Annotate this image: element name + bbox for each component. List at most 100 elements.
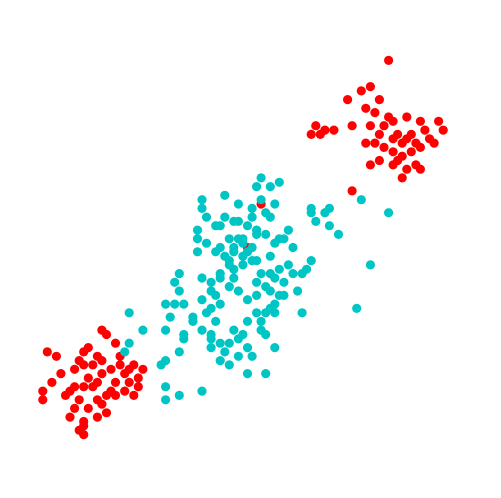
scatter-point <box>343 95 352 104</box>
scatter-point <box>216 356 225 365</box>
scatter-point <box>134 373 143 382</box>
scatter-point <box>261 230 270 239</box>
scatter-point <box>325 221 334 230</box>
scatter-point <box>266 286 275 295</box>
scatter-point <box>97 400 106 409</box>
scatter-point <box>102 391 111 400</box>
scatter-point <box>234 352 243 361</box>
scatter-point <box>193 234 202 243</box>
scatter-point <box>211 221 220 230</box>
scatter-point <box>252 182 261 191</box>
scatter-point <box>379 121 388 130</box>
scatter-point <box>188 317 197 326</box>
scatter-point <box>120 369 129 378</box>
scatter-point <box>384 56 393 65</box>
scatter-point <box>175 347 184 356</box>
scatter-point <box>202 239 211 248</box>
scatter-point <box>307 204 316 213</box>
scatter-point <box>43 347 52 356</box>
scatter-point <box>97 356 106 365</box>
scatter-point <box>416 165 425 174</box>
scatter-point <box>125 378 134 387</box>
scatter-point <box>111 391 120 400</box>
scatter-point <box>161 300 170 309</box>
scatter-point <box>266 252 275 261</box>
scatter-point <box>202 213 211 222</box>
scatter-point <box>52 352 61 361</box>
scatter-point <box>284 226 293 235</box>
scatter-point <box>207 278 216 287</box>
scatter-point <box>234 199 243 208</box>
scatter-point <box>79 382 88 391</box>
scatter-point <box>275 265 284 274</box>
scatter-point <box>197 326 206 335</box>
scatter-point <box>161 326 170 335</box>
scatter-point <box>70 365 79 374</box>
scatter-point <box>257 317 266 326</box>
scatter-point <box>234 286 243 295</box>
scatter-point <box>170 278 179 287</box>
scatter-point <box>202 308 211 317</box>
scatter-point <box>252 308 261 317</box>
scatter-point <box>257 173 266 182</box>
scatter-point <box>84 343 93 352</box>
scatter-point <box>138 326 147 335</box>
scatter-point <box>379 143 388 152</box>
scatter-point <box>370 139 379 148</box>
scatter-point <box>84 404 93 413</box>
scatter-point <box>211 317 220 326</box>
scatter-point <box>357 86 366 95</box>
scatter-point <box>261 369 270 378</box>
scatter-point <box>234 217 243 226</box>
scatter-point <box>366 82 375 91</box>
scatter-point <box>243 221 252 230</box>
scatter-point <box>389 147 398 156</box>
scatter-point <box>197 387 206 396</box>
scatter-point <box>225 234 234 243</box>
scatter-point <box>361 104 370 113</box>
scatter-point <box>111 378 120 387</box>
scatter-point <box>229 326 238 335</box>
scatter-point <box>93 378 102 387</box>
scatter-point <box>216 339 225 348</box>
scatter-point <box>84 373 93 382</box>
scatter-point <box>238 260 247 269</box>
scatter-point <box>93 413 102 422</box>
scatter-point <box>398 139 407 148</box>
scatter-point <box>284 260 293 269</box>
scatter-point <box>302 265 311 274</box>
scatter-point <box>129 391 138 400</box>
scatter-point <box>225 360 234 369</box>
scatter-point <box>75 356 84 365</box>
scatter-point <box>197 204 206 213</box>
scatter-point <box>366 260 375 269</box>
scatter-point <box>216 269 225 278</box>
scatter-point <box>138 365 147 374</box>
scatter-point <box>370 108 379 117</box>
scatter-point <box>389 160 398 169</box>
scatter-point <box>175 286 184 295</box>
scatter-point <box>129 360 138 369</box>
scatter-point <box>398 173 407 182</box>
scatter-point <box>402 165 411 174</box>
scatter-point <box>97 369 106 378</box>
scatter-point <box>79 421 88 430</box>
scatter-point <box>125 339 134 348</box>
scatter-point <box>266 304 275 313</box>
scatter-point <box>252 291 261 300</box>
scatter-point <box>407 130 416 139</box>
scatter-point <box>288 243 297 252</box>
scatter-point <box>307 130 316 139</box>
scatter-point <box>352 304 361 313</box>
scatter-point <box>216 300 225 309</box>
scatter-point <box>225 282 234 291</box>
scatter-point <box>70 404 79 413</box>
scatter-point <box>197 273 206 282</box>
scatter-point <box>384 208 393 217</box>
scatter-point <box>248 213 257 222</box>
scatter-point <box>389 134 398 143</box>
scatter-point <box>220 347 229 356</box>
scatter-point <box>70 382 79 391</box>
scatter-point <box>434 117 443 126</box>
scatter-point <box>120 347 129 356</box>
